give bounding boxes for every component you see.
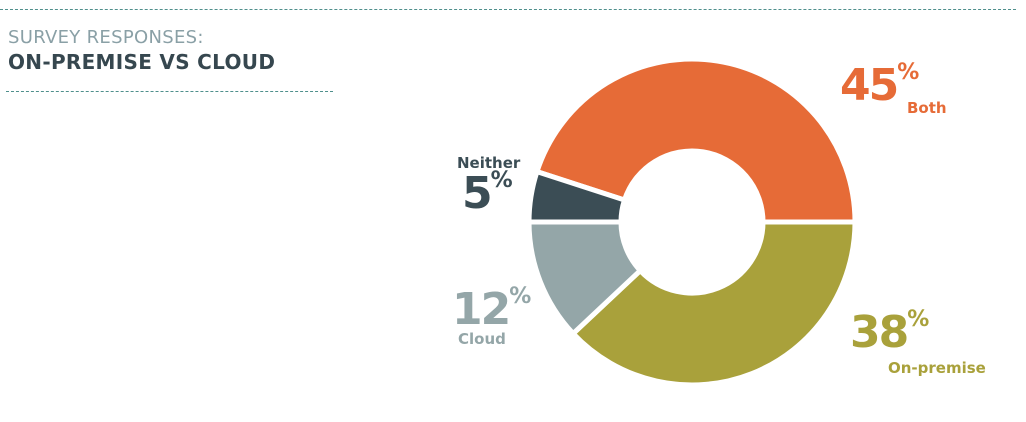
category-both: Both [907, 99, 947, 117]
category-on-premise: On-premise [888, 359, 986, 377]
category-neither: Neither [457, 154, 521, 172]
chart-subtitle: SURVEY RESPONSES: [8, 27, 204, 48]
label-both: 45% Both [840, 60, 947, 117]
slice-both [533, 56, 858, 225]
chart-heading: SURVEY RESPONSES: ON-PREMISE VS CLOUD [8, 27, 275, 74]
value-on-premise: 38 [850, 307, 909, 358]
value-both: 45 [840, 60, 899, 111]
title-divider [6, 91, 333, 92]
percent-neither: % [490, 168, 513, 193]
value-neither: 5 [462, 168, 493, 219]
value-cloud: 12 [452, 284, 511, 335]
chart-title: ON-PREMISE VS CLOUD [8, 50, 276, 74]
slice-on-premise [569, 219, 858, 388]
category-cloud: Cloud [458, 330, 506, 348]
percent-cloud: % [509, 284, 532, 309]
top-divider [0, 9, 1016, 10]
label-cloud: 12% Cloud [452, 284, 531, 348]
label-neither: Neither 5% [457, 154, 521, 216]
slice-neither [526, 168, 628, 225]
percent-both: % [897, 60, 920, 85]
label-on-premise: 38% On-premise [850, 307, 986, 377]
percent-on-premise: % [907, 307, 930, 332]
